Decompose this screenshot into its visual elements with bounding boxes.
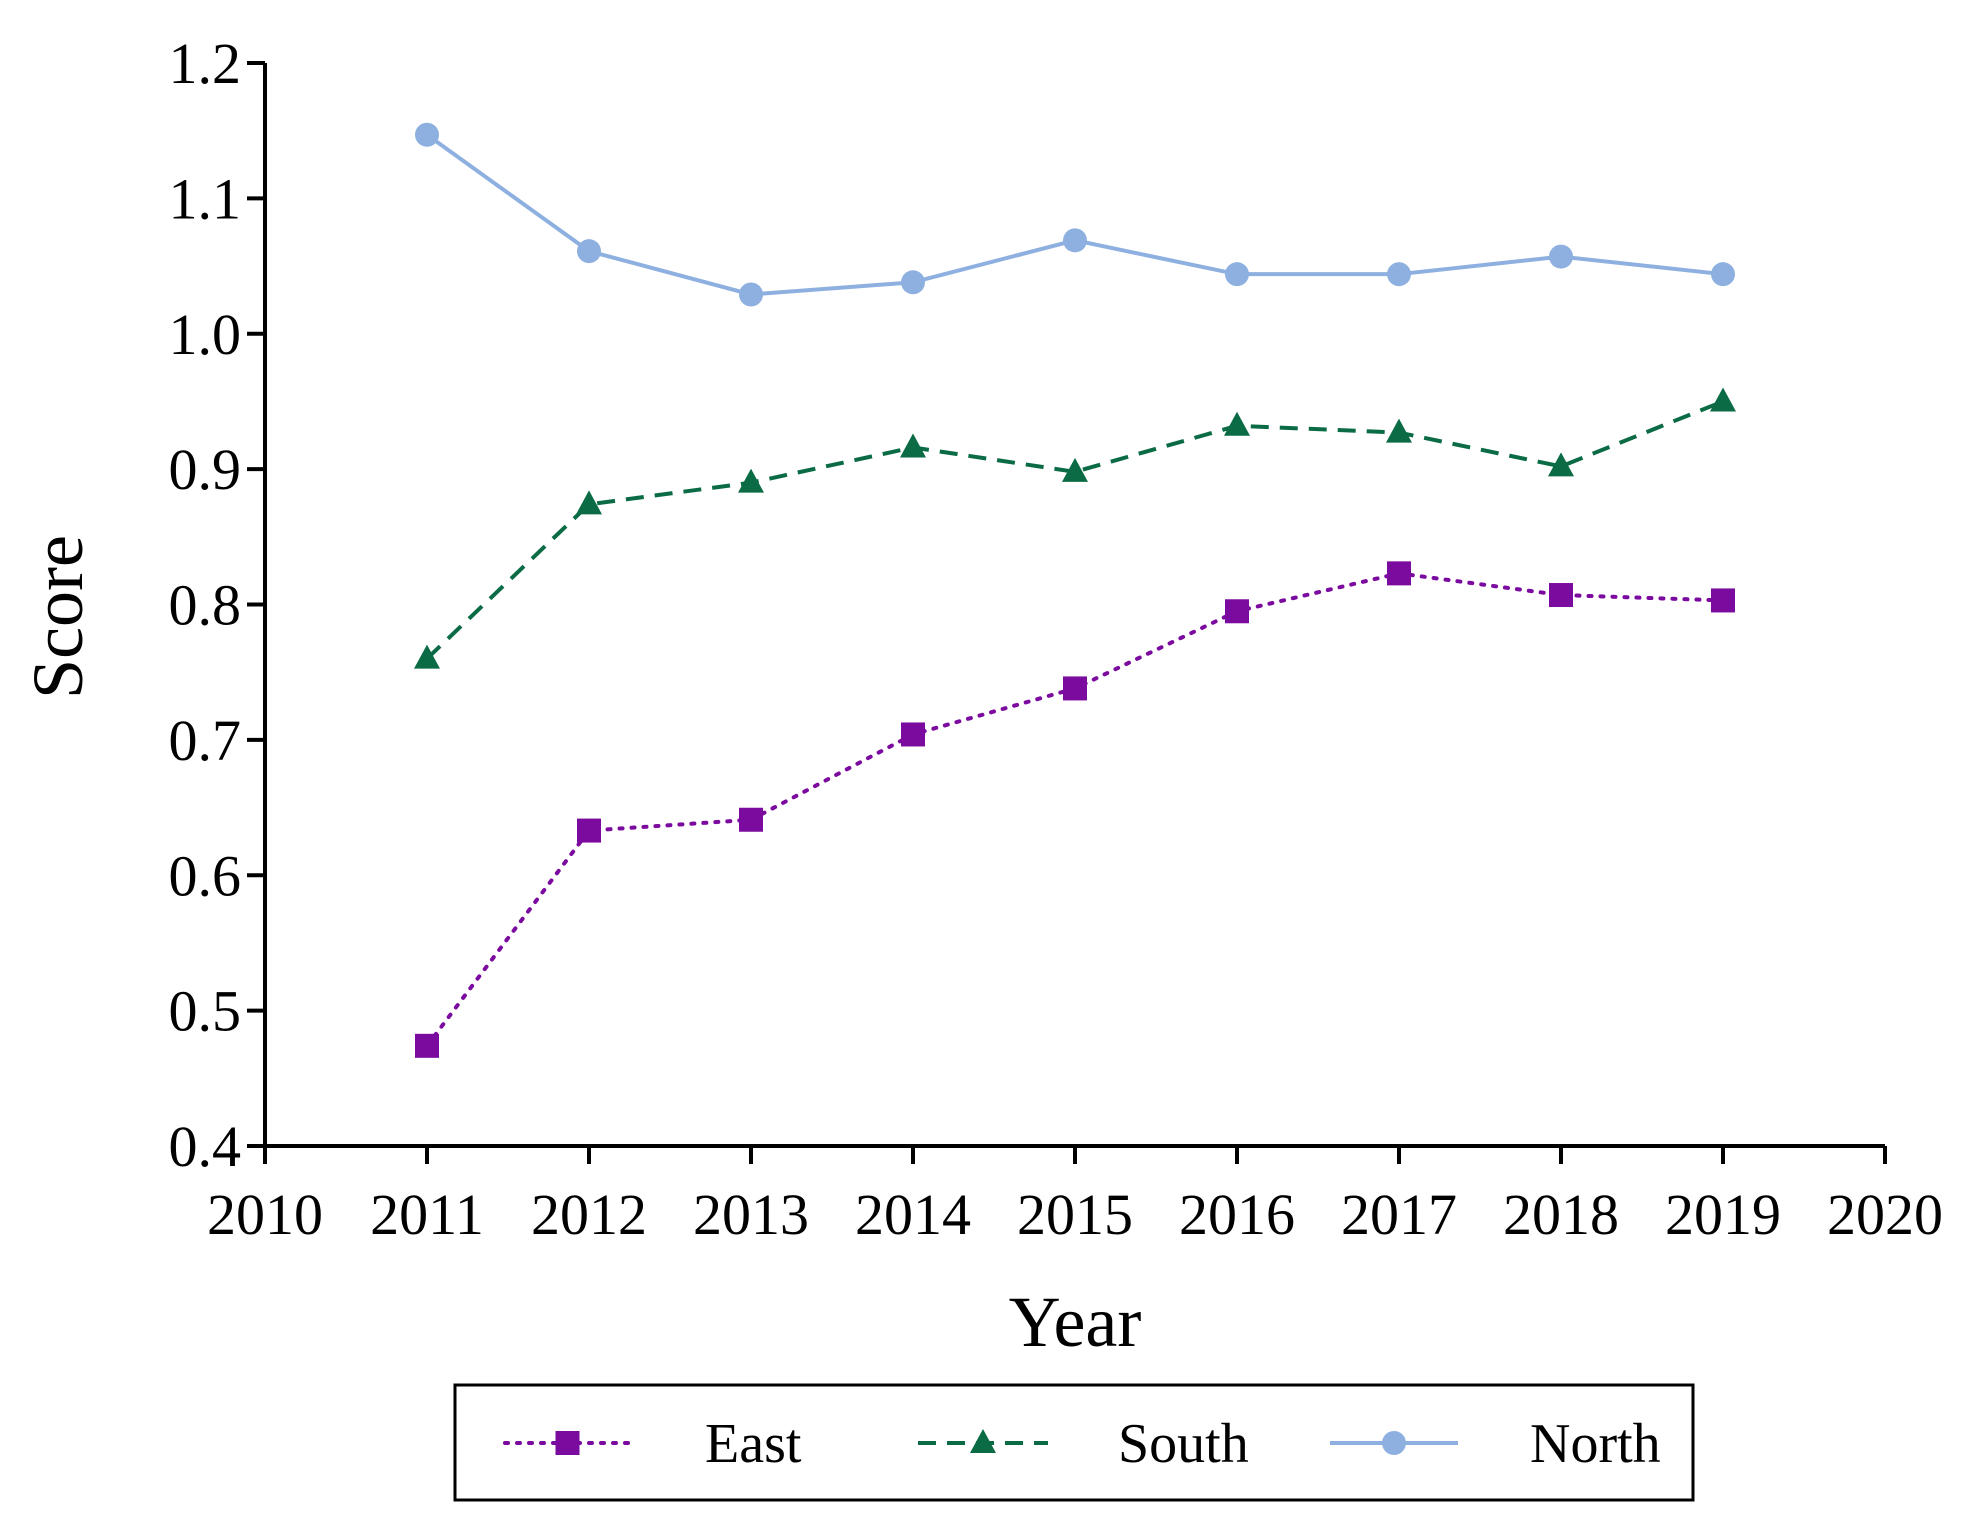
legend-label-north: North	[1530, 1413, 1661, 1475]
y-tick-label: 1.0	[169, 302, 242, 367]
data-point-east	[1387, 561, 1411, 586]
series-line-east	[425, 571, 1725, 1048]
y-tick-label: 0.5	[169, 979, 242, 1044]
data-point-east	[1225, 599, 1249, 624]
legend-marker-south	[970, 1429, 996, 1453]
x-tick-label: 2020	[1827, 1182, 1943, 1247]
y-tick-label: 0.8	[169, 573, 242, 638]
legend-entry-east: East	[503, 1413, 802, 1475]
legend-label-east: East	[705, 1413, 802, 1475]
data-point-east	[901, 722, 925, 747]
series-north	[415, 122, 1735, 307]
data-point-south	[1710, 387, 1736, 412]
x-tick-label: 2013	[693, 1182, 809, 1247]
data-point-north	[739, 282, 763, 307]
y-tick-label: 0.9	[169, 437, 242, 502]
data-point-east	[1063, 676, 1087, 701]
data-point-south	[900, 433, 926, 458]
series-line-north	[425, 133, 1724, 297]
data-point-north	[901, 270, 925, 295]
y-tick-label: 0.4	[169, 1114, 242, 1179]
data-point-east	[739, 807, 763, 832]
legend-label-south: South	[1118, 1413, 1249, 1475]
legend-marker-north	[1382, 1431, 1406, 1455]
legend-entry-north: North	[1330, 1413, 1661, 1475]
x-tick-label: 2010	[207, 1182, 323, 1247]
data-point-north	[1225, 262, 1249, 287]
legend-entry-south: South	[918, 1413, 1249, 1475]
y-axis-title: Score	[18, 535, 98, 699]
data-point-east	[1549, 583, 1573, 608]
data-point-south	[1224, 411, 1250, 436]
x-tick-label: 2019	[1665, 1182, 1781, 1247]
x-tick-label: 2014	[855, 1182, 971, 1247]
y-tick-label: 1.2	[169, 31, 242, 96]
data-point-east	[1711, 588, 1735, 613]
data-point-south	[414, 644, 440, 669]
y-tick-label: 1.1	[169, 166, 242, 231]
data-point-south	[738, 468, 764, 493]
data-point-south	[1386, 418, 1412, 443]
series-east	[415, 561, 1735, 1058]
x-tick-label: 2015	[1017, 1182, 1133, 1247]
data-point-north	[1711, 262, 1735, 287]
data-point-east	[577, 818, 601, 843]
data-point-north	[1549, 244, 1573, 269]
data-point-south	[1062, 457, 1088, 482]
x-tick-label: 2016	[1179, 1182, 1295, 1247]
data-point-north	[415, 122, 439, 147]
series-layer	[414, 122, 1736, 1058]
legend-marker-east	[555, 1431, 580, 1455]
data-point-north	[1387, 262, 1411, 287]
data-point-south	[1548, 452, 1574, 477]
x-axis-title: Year	[1009, 1282, 1142, 1362]
y-ticks: 0.4 0.5 0.6 0.7 0.8 0.9 1.0 1.1 1.2	[169, 31, 265, 1179]
data-point-east	[415, 1033, 439, 1058]
y-tick-label: 0.7	[169, 708, 242, 773]
legend: East South North	[453, 1383, 1695, 1502]
x-tick-label: 2017	[1341, 1182, 1457, 1247]
data-point-south	[576, 490, 602, 515]
data-point-north	[1063, 228, 1087, 253]
series-south	[414, 387, 1736, 669]
x-tick-label: 2018	[1503, 1182, 1619, 1247]
axes	[263, 63, 1885, 1148]
y-tick-label: 0.6	[169, 843, 242, 908]
series-line-south	[425, 399, 1724, 661]
legend-box	[453, 1383, 1695, 1502]
x-ticks: 2010 2011 2012 2013 2014 2015 2016 2017 2018 2019…	[207, 1146, 1943, 1247]
x-tick-label: 2011	[370, 1182, 484, 1247]
x-tick-label: 2012	[531, 1182, 647, 1247]
data-point-north	[577, 239, 601, 264]
